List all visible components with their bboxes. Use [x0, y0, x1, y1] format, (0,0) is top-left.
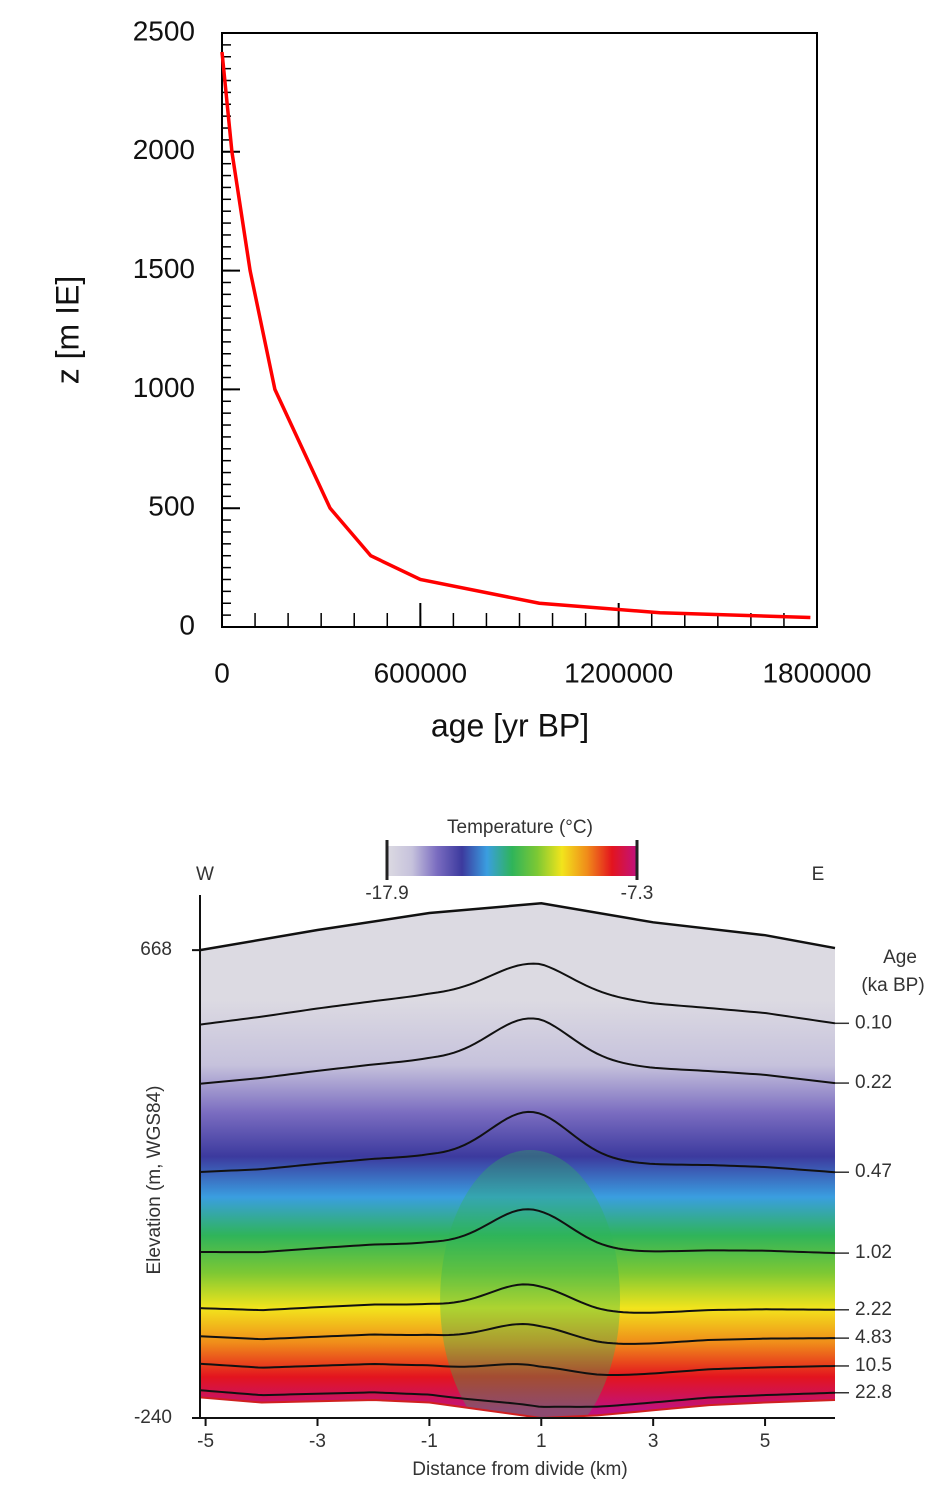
y-tick-label: 2000	[133, 134, 195, 165]
x-tick-label: -1	[421, 1431, 438, 1452]
colorbar-title: Temperature (°C)	[447, 817, 593, 838]
y-tick-label: 1000	[133, 372, 195, 403]
x-tick-label: 600000	[374, 657, 467, 688]
age-label: 0.22	[855, 1072, 892, 1093]
plot-frame	[221, 32, 818, 628]
isochrone	[199, 1283, 836, 1314]
y-axis-label: z [m IE]	[49, 276, 85, 384]
isochrone	[199, 1017, 836, 1085]
east-label: E	[812, 864, 825, 885]
colorbar-tick-label: -17.9	[365, 883, 408, 904]
age-label: 10.5	[855, 1355, 892, 1376]
isochrone	[199, 1110, 836, 1174]
y-tick-label: 500	[148, 491, 195, 522]
age-unit: (ka BP)	[861, 975, 924, 996]
age-label: 2.22	[855, 1299, 892, 1320]
y-tick-label: 668	[140, 939, 172, 960]
west-label: W	[196, 864, 214, 885]
y-tick-label: 1500	[133, 253, 195, 284]
x-tick-label: 1200000	[564, 657, 673, 688]
y-axis-label: Elevation (m, WGS84)	[144, 1086, 165, 1275]
ice-surface	[199, 901, 836, 952]
colorbar-tick-label: -7.3	[621, 883, 654, 904]
x-tick-label: 1800000	[762, 657, 871, 688]
isochrone	[199, 1208, 836, 1255]
y-tick-label: 2500	[133, 15, 195, 46]
x-tick-label: 0	[214, 657, 230, 688]
x-axis-label: age [yr BP]	[431, 707, 589, 743]
x-tick-label: 3	[648, 1431, 659, 1452]
section-chart: Temperature (°C) W E Age (ka BP) Distanc…	[134, 817, 925, 1480]
age-label: 22.8	[855, 1382, 892, 1403]
x-tick-label: -5	[197, 1431, 214, 1452]
age-depth-chart: age [yr BP] z [m IE] 0 500 1000 1500 2000 250…	[49, 15, 871, 743]
isochrone	[199, 1389, 836, 1408]
x-tick-label: 5	[760, 1431, 771, 1452]
x-axis-label: Distance from divide (km)	[412, 1459, 627, 1480]
age-label: 1.02	[855, 1242, 892, 1263]
isochrone	[199, 962, 836, 1026]
age-title: Age	[883, 947, 917, 968]
x-tick-label: 1	[536, 1431, 547, 1452]
isochrone	[199, 1362, 836, 1377]
age-label: 4.83	[855, 1327, 892, 1348]
isochrone	[199, 1323, 836, 1345]
age-depth-line	[220, 51, 811, 620]
colorbar	[387, 846, 637, 876]
y-tick-label: 0	[179, 609, 195, 640]
y-tick-label: -240	[134, 1407, 172, 1428]
age-label: 0.47	[855, 1161, 892, 1182]
age-label: 0.10	[855, 1012, 892, 1033]
x-tick-label: -3	[309, 1431, 326, 1452]
temperature-field	[200, 903, 835, 1418]
